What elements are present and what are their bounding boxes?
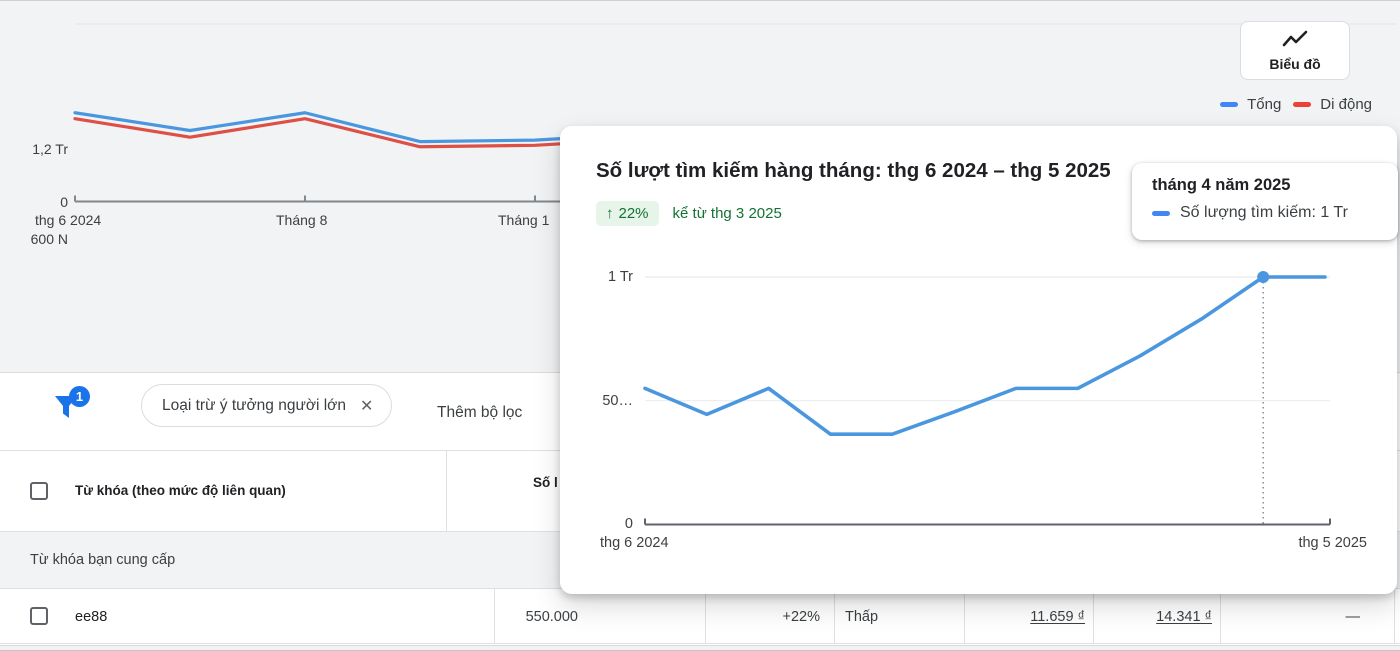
trend-note: kể từ thg 3 2025 [672,205,782,222]
competition-cell: Thấp [845,589,878,644]
chart-legend: Tổng Di động [1220,96,1372,113]
bg-xtick-2: Tháng 8 [276,212,328,228]
bid-high-cell: 14.341 ₫ [1093,589,1212,644]
status-cell: — [1220,589,1361,644]
legend-mobile-label: Di động [1320,96,1372,113]
popup-xtick-start: thg 6 2024 [600,535,669,551]
highlighted-data-point [1257,271,1270,283]
row-checkbox[interactable] [30,607,48,625]
popup-ytick-1tr: 1 Tr [608,269,633,285]
keyword-text: ee88 [75,608,108,625]
keyword-column-header[interactable]: Từ khóa (theo mức độ liên quan) [75,483,286,498]
volume-cell: 550.000 [494,589,578,644]
change-value: +22% [782,608,821,625]
legend-total-label: Tổng [1247,96,1282,113]
chart-tooltip: tháng 4 năm 2025 Số lượng tìm kiếm: 1 Tr [1132,163,1398,240]
filter-icon-button[interactable]: 1 [52,386,96,436]
bid-high-value: 14.341 ₫ [1156,608,1212,625]
chart-view-button[interactable]: Biểu đồ [1240,21,1350,80]
column-divider [964,589,965,644]
legend-item-mobile[interactable]: Di động [1293,96,1372,113]
filter-count-badge: 1 [69,386,90,407]
popup-ytick-500: 50… [602,393,633,409]
add-filter-button[interactable]: Thêm bộ lọc [437,403,523,421]
column-divider [705,589,706,644]
monthly-search-volume-chart [643,271,1331,526]
dialog-title: Số lượt tìm kiếm hàng tháng: thg 6 2024 … [596,159,1111,182]
column-divider [1394,589,1395,644]
horizontal-scrollbar[interactable] [0,645,1400,651]
tooltip-month-title: tháng 4 năm 2025 [1152,176,1291,194]
column-divider [446,451,447,532]
volume-column-header[interactable]: Số l [533,475,558,490]
bg-ytick-zero: 0 [60,194,68,210]
tooltip-value-row: Số lượng tìm kiếm: 1 Tr [1152,204,1398,222]
popup-ytick-0: 0 [624,516,633,532]
total-series-swatch [1220,102,1239,107]
mobile-series-swatch [1293,102,1312,107]
filter-chip-exclude-adult[interactable]: Loại trừ ý tưởng người lớn ✕ [141,384,393,427]
section-label: Từ khóa bạn cung cấp [30,552,176,568]
bg-ytick-mid: 600 N [30,231,68,247]
select-all-checkbox[interactable] [30,482,48,500]
table-row[interactable]: ee88 550.000 +22% Thấp 11.659 ₫ 14.341 ₫… [0,589,1400,644]
popup-xtick-end: thg 5 2025 [1298,535,1367,551]
chip-close-icon[interactable]: ✕ [359,397,374,415]
trend-badge: ↑ 22% [596,201,659,226]
bg-xtick-1: thg 6 2024 [35,212,102,228]
series-swatch [1152,210,1170,216]
column-divider [834,589,835,644]
bid-low-cell: 11.659 ₫ [964,589,1085,644]
keyword-cell: ee88 [75,589,107,644]
status-value: — [1345,608,1361,625]
bg-xtick-3: Tháng 1 [498,212,550,228]
trend-pct: 22% [618,205,649,222]
arrow-up-icon: ↑ [606,205,614,222]
filter-chip-label: Loại trừ ý tưởng người lớn [162,396,346,414]
column-divider [1220,589,1221,644]
trend-badge-row: ↑ 22% kể từ thg 3 2025 [596,201,782,226]
monthly-search-volume-dialog: Số lượt tìm kiếm hàng tháng: thg 6 2024 … [560,126,1397,594]
bid-low-value: 11.659 ₫ [1030,608,1085,625]
show-chart-icon [1282,29,1308,54]
legend-item-total[interactable]: Tổng [1220,96,1281,113]
column-divider [1093,589,1094,644]
chart-button-label: Biểu đồ [1269,56,1321,72]
three-month-change-cell: +22% [705,589,821,644]
competition-value: Thấp [845,608,879,625]
volume-value: 550.000 [525,608,578,625]
column-divider [494,589,495,644]
bg-ytick-top: 1,2 Tr [32,141,68,157]
tooltip-value-label: Số lượng tìm kiếm: 1 Tr [1180,204,1348,221]
